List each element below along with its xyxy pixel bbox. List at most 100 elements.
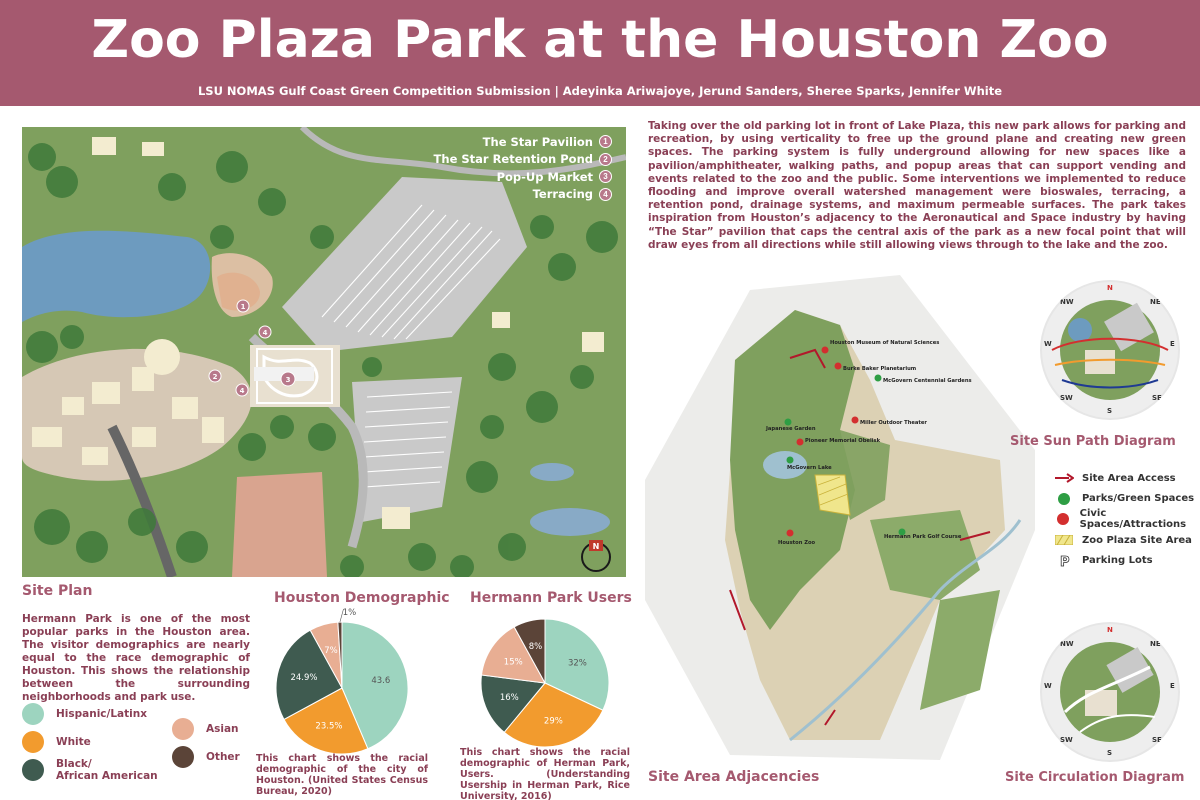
circulation-diagram: N NE E SE S SW W NW bbox=[1040, 622, 1180, 762]
legend-number: 3 bbox=[599, 170, 612, 184]
pie-value-label: 29% bbox=[544, 716, 563, 726]
sun-compass-n: N bbox=[1107, 284, 1113, 292]
pie-value-label: 8% bbox=[529, 642, 543, 652]
marker-4b: 4 bbox=[240, 387, 245, 395]
asian-swatch bbox=[172, 718, 194, 740]
marker-1: 1 bbox=[241, 303, 246, 311]
chart-title-hermann: Hermann Park Users bbox=[470, 590, 632, 606]
map-legend-item: P Parking Lots bbox=[1054, 550, 1200, 571]
pie-leader-line bbox=[339, 608, 344, 623]
map-label-mcgovern-gardens: McGovern Centennial Gardens bbox=[883, 378, 972, 384]
sun-compass-s: S bbox=[1107, 407, 1112, 415]
marker-3: 3 bbox=[286, 376, 291, 384]
legend-label: Terracing bbox=[532, 187, 593, 202]
other-swatch bbox=[172, 746, 194, 768]
pie-slice bbox=[283, 687, 369, 755]
sun-compass-se: SE bbox=[1152, 394, 1162, 402]
circ-compass-w: W bbox=[1044, 682, 1052, 690]
pie-key-white: White bbox=[22, 731, 91, 753]
site-plan-map: 1 2 3 4 4 N The Star Pavilion 1 The Star… bbox=[22, 127, 626, 577]
north-label: N bbox=[593, 542, 600, 551]
svg-text:P: P bbox=[1060, 555, 1070, 568]
pie-slice bbox=[480, 674, 546, 734]
sun-compass-w: W bbox=[1044, 340, 1052, 348]
pie-value-label: 1% bbox=[343, 608, 357, 618]
map-label-japanese-garden: Japanese Garden bbox=[765, 426, 816, 432]
pie-value-label: 24.9% bbox=[290, 673, 317, 683]
site-plan-description: Hermann Park is one of the most popular … bbox=[22, 613, 250, 703]
sun-compass-sw: SW bbox=[1060, 394, 1073, 402]
pie-slice bbox=[480, 626, 546, 684]
legend-number: 1 bbox=[599, 135, 612, 149]
legend-number: 4 bbox=[599, 187, 612, 201]
hatch-icon bbox=[1054, 533, 1074, 547]
chart-caption-houston: This chart shows the racial demographic … bbox=[256, 753, 428, 797]
legend-item: Terracing 4 bbox=[434, 186, 612, 204]
hermann-users-pie: 32% 29% 16% 15% 8% bbox=[480, 618, 610, 748]
map-legend-label: Parks/Green Spaces bbox=[1082, 493, 1195, 505]
site-plan-heading: Site Plan bbox=[22, 583, 93, 599]
pie-key-label: Black/ African American bbox=[56, 758, 158, 782]
pie-key-hispanic: Hispanic/Latinx bbox=[22, 703, 147, 725]
houston-demographic-pie: 43.6 23.5% 24.9% 7% 1% bbox=[275, 608, 409, 755]
map-label-planetarium: Burke Baker Planetarium bbox=[843, 366, 916, 372]
marker-2: 2 bbox=[213, 373, 218, 381]
pie-value-label: 7% bbox=[324, 646, 338, 656]
map-legend-item: Parks/Green Spaces bbox=[1054, 489, 1200, 510]
page-title: Zoo Plaza Park at the Houston Zoo bbox=[91, 10, 1109, 70]
map-legend-label: Parking Lots bbox=[1082, 555, 1153, 567]
circ-compass-se: SE bbox=[1152, 736, 1162, 744]
chart-caption-hermann: This chart shows the racial demographic … bbox=[460, 747, 630, 800]
legend-number: 2 bbox=[599, 152, 612, 166]
parking-icon: P bbox=[1054, 554, 1074, 568]
pie-key-asian: Asian bbox=[172, 718, 239, 740]
map-legend-item: Zoo Plaza Site Area bbox=[1054, 530, 1200, 551]
pie-key-label: White bbox=[56, 736, 91, 748]
map-legend-item: Civic Spaces/Attractions bbox=[1054, 508, 1200, 530]
pie-slice bbox=[544, 618, 610, 711]
pie-key-label: Asian bbox=[206, 723, 239, 735]
title-banner: Zoo Plaza Park at the Houston Zoo LSU NO… bbox=[0, 0, 1200, 106]
circ-compass-e: E bbox=[1170, 682, 1175, 690]
site-plan-drawing: 1 2 3 4 4 N bbox=[22, 127, 626, 577]
map-label-golf-course: Hermann Park Golf Course bbox=[884, 534, 962, 540]
pie-key-label: Hispanic/Latinx bbox=[56, 708, 148, 720]
circ-compass-ne: NE bbox=[1150, 640, 1161, 648]
map-legend-item: Site Area Access bbox=[1054, 468, 1200, 489]
pie-key-label: Other bbox=[206, 751, 240, 763]
legend-label: The Star Retention Pond bbox=[433, 152, 593, 167]
pie-key-black: Black/ African American bbox=[22, 758, 158, 782]
page-subtitle: LSU NOMAS Gulf Coast Green Competition S… bbox=[197, 84, 1002, 98]
pie-slice bbox=[275, 629, 343, 721]
map-label-houston-zoo: Houston Zoo bbox=[778, 540, 816, 546]
pie-value-label: 43.6 bbox=[371, 676, 390, 686]
map-legend: Site Area Access Parks/Green Spaces Civi… bbox=[1054, 468, 1200, 571]
adjacency-map: Houston Museum of Natural Sciences Burke… bbox=[645, 275, 1035, 760]
circ-compass-s: S bbox=[1107, 749, 1112, 757]
sun-path-diagram: N NE E SE S SW W NW bbox=[1040, 280, 1180, 420]
legend-item: The Star Pavilion 1 bbox=[434, 133, 612, 151]
marker-4: 4 bbox=[263, 329, 268, 337]
map-label-mcgovern-lake: McGovern Lake bbox=[787, 465, 832, 471]
map-label-museum: Houston Museum of Natural Sciences bbox=[830, 340, 939, 346]
legend-item: Pop-Up Market 3 bbox=[434, 168, 612, 186]
white-swatch bbox=[22, 731, 44, 753]
legend-item: The Star Retention Pond 2 bbox=[434, 151, 612, 169]
pie-slice bbox=[503, 682, 604, 748]
red-dot-icon bbox=[1054, 512, 1072, 526]
legend-label: Pop-Up Market bbox=[496, 169, 593, 184]
pie-value-label: 32% bbox=[568, 658, 587, 668]
hispanic-swatch bbox=[22, 703, 44, 725]
map-legend-label: Zoo Plaza Site Area bbox=[1082, 534, 1192, 546]
pie-slice bbox=[513, 618, 546, 684]
pie-key-other: Other bbox=[172, 746, 240, 768]
pie-value-label: 16% bbox=[500, 693, 519, 703]
pie-value-label: 15% bbox=[504, 657, 523, 667]
circ-compass-n: N bbox=[1107, 626, 1113, 634]
sun-path-heading: Site Sun Path Diagram bbox=[1010, 434, 1176, 449]
circulation-heading: Site Circulation Diagram bbox=[1005, 770, 1185, 785]
legend-label: The Star Pavilion bbox=[482, 134, 593, 149]
sun-compass-nw: NW bbox=[1060, 298, 1074, 306]
map-legend-label: Site Area Access bbox=[1082, 472, 1176, 484]
map-label-obelisk: Pioneer Memorial Obelisk bbox=[805, 438, 881, 444]
